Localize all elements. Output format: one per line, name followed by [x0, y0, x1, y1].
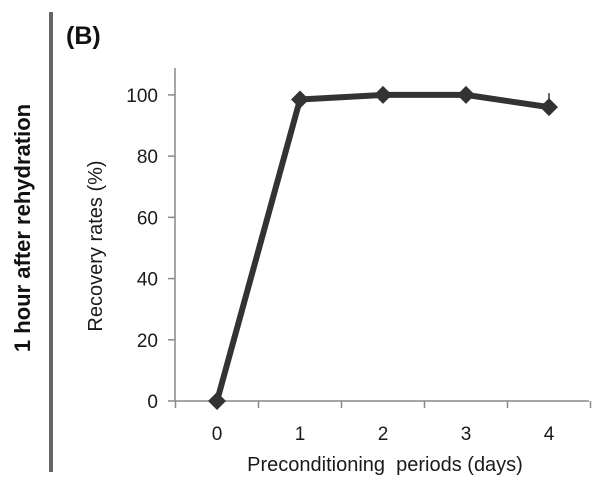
- y-ticks: 0 20 40 60 80 100: [126, 86, 175, 413]
- y-tick-label: 60: [137, 208, 158, 229]
- x-tick-label: 4: [544, 424, 555, 445]
- series-line: [214, 91, 550, 402]
- x-ticks: 0 1 2 3 4: [174, 401, 592, 445]
- x-tick-label: 2: [378, 424, 389, 445]
- plot-area: 0 20 40 60 80 100 0 1 2 3 4: [126, 68, 592, 445]
- x-tick-label: 0: [212, 424, 223, 445]
- y-tick-label: 0: [147, 392, 158, 413]
- x-axis-title: Preconditioning periods (days): [247, 454, 523, 476]
- side-label: 1 hour after rehydration: [10, 104, 35, 352]
- data-point-marker: [208, 392, 226, 410]
- y-tick-label: 40: [137, 270, 158, 291]
- data-point-marker: [457, 85, 475, 104]
- y-tick-label: 80: [137, 147, 158, 168]
- markers: [208, 85, 558, 410]
- x-tick-label: 1: [295, 424, 306, 445]
- data-point-marker: [291, 90, 309, 109]
- x-tick-label: 3: [461, 424, 472, 445]
- panel-label: (B): [66, 22, 101, 50]
- y-axis-title: Recovery rates (%): [85, 160, 107, 331]
- data-point-marker: [374, 85, 392, 104]
- y-tick-label: 20: [137, 331, 158, 352]
- y-tick-label: 100: [126, 86, 158, 107]
